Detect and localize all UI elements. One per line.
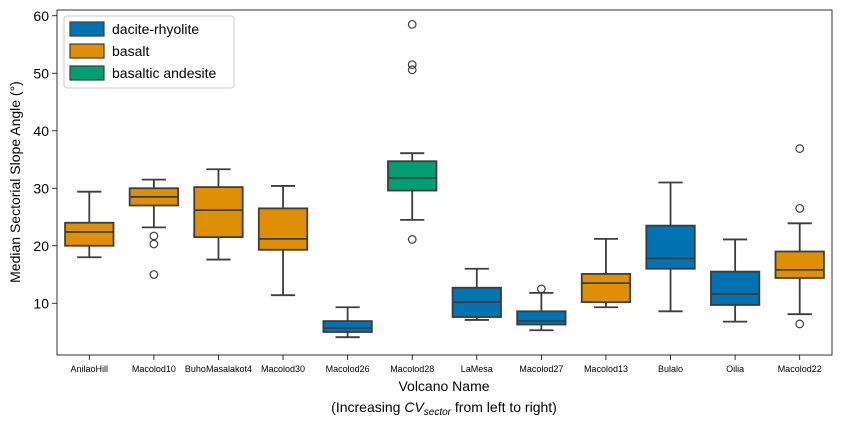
outlier-point bbox=[795, 144, 805, 153]
outlier-point bbox=[149, 270, 159, 279]
x-tick-label: Macolod28 bbox=[390, 364, 434, 374]
iqr-box bbox=[645, 224, 696, 270]
x-axis-sublabel-math: CV bbox=[404, 399, 425, 415]
x-axis-sublabel-math-sub: sector bbox=[424, 407, 452, 418]
y-tick-label: 10 bbox=[33, 295, 49, 311]
legend-swatch bbox=[69, 65, 105, 81]
outlier-point bbox=[407, 65, 417, 75]
legend-swatch bbox=[69, 21, 105, 37]
x-tick-label: Macolod10 bbox=[132, 364, 176, 374]
x-tick-label: Macolod26 bbox=[326, 364, 370, 374]
iqr-box bbox=[580, 273, 632, 303]
iqr-box bbox=[710, 270, 761, 306]
iqr-box bbox=[774, 250, 825, 279]
iqr-box bbox=[516, 310, 567, 326]
box-Macolod27 bbox=[516, 284, 567, 332]
outlier-point bbox=[536, 284, 546, 294]
iqr-box bbox=[64, 221, 115, 247]
x-tick-label: Macolod30 bbox=[261, 364, 305, 374]
y-tick-label: 30 bbox=[33, 180, 49, 196]
x-tick-label: AnilaoHill bbox=[71, 364, 109, 374]
outlier-point bbox=[407, 19, 417, 29]
box-Macolod26 bbox=[322, 306, 373, 339]
boxes-layer bbox=[64, 19, 825, 339]
x-axis-sublabel: (Increasing CVsector from left to right) bbox=[331, 399, 557, 418]
y-tick-label: 50 bbox=[33, 65, 49, 81]
legend-frame bbox=[63, 15, 235, 89]
legend: dacite-rhyolite basalt basaltic andesite bbox=[63, 15, 235, 89]
box-Bulalo bbox=[645, 181, 696, 313]
x-axis-sublabel-prefix: (Increasing bbox=[331, 399, 404, 415]
iqr-box bbox=[257, 207, 309, 251]
legend-label: basaltic andesite bbox=[112, 65, 217, 81]
y-axis: 10 20 30 40 50 60 bbox=[33, 8, 57, 311]
y-tick-label: 60 bbox=[33, 8, 49, 24]
outlier-point bbox=[795, 319, 805, 329]
x-tick-label: Bulalo bbox=[658, 364, 683, 374]
box-Macolod13 bbox=[580, 237, 632, 309]
box-Macolod30 bbox=[257, 185, 309, 297]
legend-label: dacite-rhyolite bbox=[112, 21, 199, 37]
legend-label: basalt bbox=[112, 43, 149, 59]
outlier-point bbox=[149, 239, 159, 249]
box-BuhoMasalakot4 bbox=[193, 168, 244, 261]
x-axis-sublabel-suffix: from left to right) bbox=[451, 399, 557, 415]
outlier-point bbox=[407, 60, 417, 70]
box-Macolod10 bbox=[128, 178, 179, 279]
iqr-box bbox=[193, 186, 244, 239]
box-Oilia bbox=[710, 238, 761, 323]
x-tick-label: Oilia bbox=[726, 364, 744, 374]
y-tick-label: 40 bbox=[33, 123, 49, 139]
x-tick-label: BuhoMasalakot4 bbox=[185, 364, 252, 374]
iqr-box bbox=[322, 320, 373, 333]
outlier-point bbox=[407, 235, 417, 244]
x-tick-label: Macolod13 bbox=[584, 364, 628, 374]
box-LaMesa bbox=[451, 267, 502, 321]
box-AnilaoHill bbox=[64, 190, 115, 259]
box-Macolod22 bbox=[774, 144, 825, 329]
box-Macolod28 bbox=[387, 19, 438, 244]
iqr-box bbox=[387, 160, 438, 192]
y-axis-label: Median Sectorial Slope Angle (°) bbox=[7, 81, 23, 283]
x-tick-label: Macolod27 bbox=[519, 364, 563, 374]
y-tick-label: 20 bbox=[33, 238, 49, 254]
x-tick-label: LaMesa bbox=[461, 364, 493, 374]
x-axis: AnilaoHill Macolod10 BuhoMasalakot4 Macolod… bbox=[71, 355, 822, 374]
x-tick-label: Macolod22 bbox=[778, 364, 822, 374]
x-axis-label: Volcano Name bbox=[398, 378, 489, 394]
legend-swatch bbox=[69, 43, 105, 59]
outlier-point bbox=[795, 203, 805, 213]
